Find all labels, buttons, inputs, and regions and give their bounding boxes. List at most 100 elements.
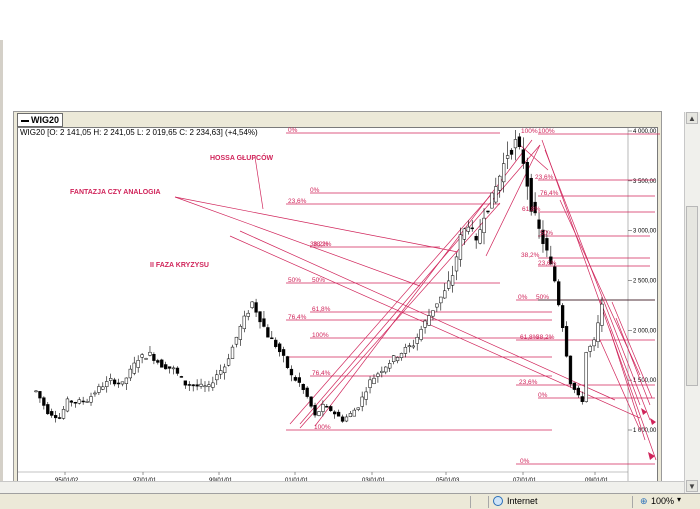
trend-line [174, 196, 421, 287]
fib-level-label: 0% [520, 458, 530, 465]
candle-body [152, 354, 156, 361]
horizontal-scrollbar[interactable] [0, 481, 684, 493]
fib-level-label: 61,8% [520, 334, 539, 341]
fib-level-label: 23,6% [535, 174, 554, 181]
candle-body [580, 396, 584, 402]
candle-body [112, 379, 117, 385]
fib-level-label: 76,4% [312, 370, 331, 377]
candle-body [309, 396, 313, 407]
status-separator [632, 496, 633, 508]
candle-body [313, 405, 317, 416]
fib-level-label: 76,4% [288, 314, 307, 321]
candle-body [411, 345, 415, 348]
fib-level-label: 100% [538, 128, 555, 135]
candle-body [167, 366, 172, 369]
candle-body [525, 162, 529, 187]
candle-body [203, 385, 207, 388]
fib-level-label: 50% [288, 277, 301, 284]
candle-body [101, 386, 105, 390]
candle-body [164, 364, 168, 370]
candle-body [384, 366, 388, 373]
candle-body [498, 175, 502, 191]
candle-body [81, 400, 85, 403]
fib-level-label: 50% [540, 230, 553, 237]
scroll-down-icon[interactable]: ▼ [686, 480, 698, 492]
candle-body [450, 275, 455, 286]
fib-level-label: 50% [312, 277, 325, 284]
trend-line [541, 139, 657, 461]
fib-level-label: 61,8% [312, 306, 331, 313]
candle-body [211, 382, 215, 388]
candle-body [403, 347, 408, 354]
candle-body [415, 337, 419, 344]
candle-body [305, 387, 309, 397]
zoom-icon[interactable]: ⊕ [640, 496, 648, 506]
trend-line [615, 317, 651, 406]
candle-body [517, 136, 522, 147]
candle-body [333, 411, 337, 415]
candle-body [207, 384, 211, 387]
arrowhead-icon [650, 418, 656, 425]
scroll-up-icon[interactable]: ▲ [686, 112, 698, 124]
security-zone-label: Internet [507, 496, 538, 506]
candlestick-series [34, 129, 604, 423]
candle-body [356, 407, 360, 410]
fib-level-label: 23,6% [519, 379, 538, 386]
candle-body [584, 352, 588, 402]
candle-body [529, 177, 533, 212]
candle-body [57, 417, 62, 419]
candle-body [215, 374, 219, 381]
candle-body [439, 296, 443, 304]
fib-level-label: 23,6% [288, 198, 307, 205]
candle-body [34, 390, 38, 393]
candle-body [301, 383, 305, 390]
candle-body [226, 358, 231, 366]
candle-body [97, 386, 101, 393]
candle-body [199, 383, 203, 387]
scrollbar-thumb[interactable] [686, 206, 698, 386]
y-tick-label: 2 500,00 [633, 279, 657, 285]
fib-level-label: 0% [538, 392, 548, 399]
trend-line [229, 235, 641, 419]
candle-body [105, 381, 109, 387]
candle-body [187, 384, 191, 386]
candle-body [132, 362, 136, 374]
candle-body [329, 406, 333, 411]
candle-body [179, 376, 184, 378]
trend-line [254, 156, 264, 210]
trend-line [609, 329, 646, 441]
tab-wig20[interactable]: WIG20 [17, 113, 64, 127]
ohlc-quote-line: WIG20 [O: 2 141,05 H: 2 241,05 L: 2 019,… [20, 128, 258, 137]
candle-body [258, 311, 262, 323]
candle-body [54, 415, 58, 419]
candle-body [93, 392, 97, 395]
candle-body [340, 416, 345, 422]
candle-body [156, 360, 160, 363]
fib-level-label: 0% [288, 127, 298, 134]
chart-area[interactable] [17, 127, 658, 488]
chevron-down-icon[interactable]: ▾ [677, 495, 682, 504]
candle-body [254, 302, 258, 313]
trend-line [299, 202, 501, 429]
candle-body [564, 326, 569, 357]
globe-icon [493, 496, 503, 506]
candle-body [317, 411, 321, 416]
zoom-level[interactable]: 100% [651, 496, 675, 506]
candle-body [109, 378, 113, 381]
y-tick-label: 2 000,00 [633, 328, 657, 334]
fib-level-label: 100% [521, 128, 538, 135]
candle-body [242, 315, 246, 330]
candle-body [195, 384, 199, 387]
fib-level-label: 76,4% [540, 190, 559, 197]
tab-label: WIG20 [31, 115, 60, 125]
candle-body [183, 380, 187, 386]
candle-body [513, 139, 518, 149]
candle-body [490, 192, 494, 209]
trend-line [485, 144, 541, 257]
candle-body [124, 377, 129, 384]
candle-body [246, 312, 250, 317]
candle-body [553, 266, 557, 282]
candle-body [321, 404, 325, 412]
fib-level-lines [286, 132, 660, 465]
candle-body [600, 303, 604, 326]
